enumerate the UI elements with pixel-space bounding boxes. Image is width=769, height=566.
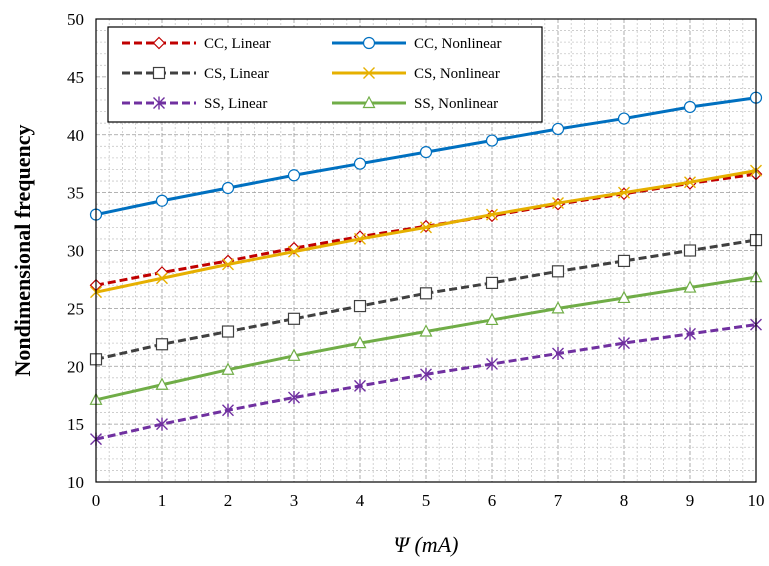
data-point <box>684 327 696 341</box>
legend-item-cs-nonlinear: CS, Nonlinear <box>332 66 500 82</box>
legend-label: CS, Linear <box>204 66 269 82</box>
data-point <box>353 335 367 349</box>
data-point <box>485 276 499 290</box>
y-tick-label: 40 <box>67 126 84 145</box>
legend-item-cc-linear: CC, Linear <box>122 36 271 52</box>
data-point <box>617 254 631 268</box>
legend-item-cc-nonlinear: CC, Nonlinear <box>332 36 502 52</box>
data-point <box>353 157 367 170</box>
data-point <box>287 169 301 182</box>
legend-marker <box>362 36 376 50</box>
data-point <box>551 122 565 136</box>
x-tick-label: 1 <box>158 491 167 510</box>
legend-label: CC, Nonlinear <box>414 36 502 52</box>
legend: CC, Linear CC, Nonlinear CS, Linear CS, Non… <box>107 26 543 123</box>
legend-marker <box>152 66 166 80</box>
data-point <box>684 176 696 189</box>
data-point <box>618 336 630 350</box>
data-point <box>155 194 169 207</box>
series-layer <box>89 91 763 446</box>
data-point <box>155 338 169 351</box>
data-point <box>683 100 697 114</box>
data-point <box>618 186 630 199</box>
data-point <box>552 347 564 361</box>
data-point <box>552 197 564 210</box>
x-tick-label: 6 <box>488 491 497 510</box>
y-tick-label: 15 <box>67 415 84 434</box>
x-tick-label: 5 <box>422 491 431 510</box>
data-point <box>617 112 631 125</box>
data-point <box>287 348 301 361</box>
data-point <box>486 357 498 371</box>
data-point <box>419 146 433 159</box>
x-axis-label: Ψ (mA) <box>394 532 459 557</box>
data-point <box>221 181 235 195</box>
x-tick-label: 7 <box>554 491 563 510</box>
legend-label: CC, Linear <box>204 36 271 52</box>
series-cc-nonlinear <box>89 91 763 221</box>
data-point <box>419 287 433 300</box>
data-point <box>354 379 366 393</box>
legend-marker <box>153 96 165 110</box>
data-point <box>156 272 168 285</box>
data-point <box>221 362 235 375</box>
data-point <box>420 367 432 381</box>
legend-marker <box>152 36 166 50</box>
data-point <box>221 325 235 338</box>
x-tick-label: 4 <box>356 491 365 510</box>
legend-marker <box>363 67 375 79</box>
y-tick-label: 10 <box>67 473 84 492</box>
y-tick-label: 30 <box>67 242 84 261</box>
legend-item-ss-linear: SS, Linear <box>122 96 267 112</box>
data-point <box>551 301 565 314</box>
data-point <box>420 221 432 234</box>
x-tick-label: 9 <box>686 491 695 510</box>
x-tick-label: 2 <box>224 491 233 510</box>
data-point <box>683 280 697 293</box>
series-ss-nonlinear <box>89 269 763 405</box>
data-point <box>551 265 565 278</box>
x-tick-label: 3 <box>290 491 299 510</box>
data-point <box>222 403 234 417</box>
data-point <box>353 299 367 313</box>
x-tick-label: 8 <box>620 491 629 510</box>
data-point <box>155 377 169 390</box>
legend-item-ss-nonlinear: SS, Nonlinear <box>332 95 498 112</box>
data-point <box>354 232 366 245</box>
data-point <box>485 134 499 147</box>
data-point <box>683 244 697 257</box>
plot-frame <box>95 18 757 483</box>
data-point <box>288 391 300 405</box>
legend-label: CS, Nonlinear <box>414 66 500 82</box>
data-point <box>222 258 234 271</box>
legend-label: SS, Nonlinear <box>414 96 498 112</box>
legend-marker <box>362 95 376 109</box>
x-tick-label: 10 <box>748 491 765 510</box>
data-point <box>419 324 433 337</box>
y-tick-label: 35 <box>67 184 84 203</box>
legend-box <box>107 26 543 123</box>
data-point <box>288 245 300 258</box>
y-tick-label: 25 <box>67 299 84 318</box>
legend-item-cs-linear: CS, Linear <box>122 66 269 82</box>
data-point <box>156 417 168 431</box>
data-point <box>485 312 499 326</box>
y-tick-label: 45 <box>67 68 84 87</box>
legend-label: SS, Linear <box>204 96 267 112</box>
x-tick-label: 0 <box>92 491 101 510</box>
y-tick-label: 20 <box>67 357 84 376</box>
data-point <box>287 312 301 325</box>
y-tick-label: 50 <box>67 10 84 29</box>
y-axis-label: Nondimensional frequency <box>10 124 35 376</box>
data-point <box>486 208 498 221</box>
data-point <box>617 290 631 304</box>
